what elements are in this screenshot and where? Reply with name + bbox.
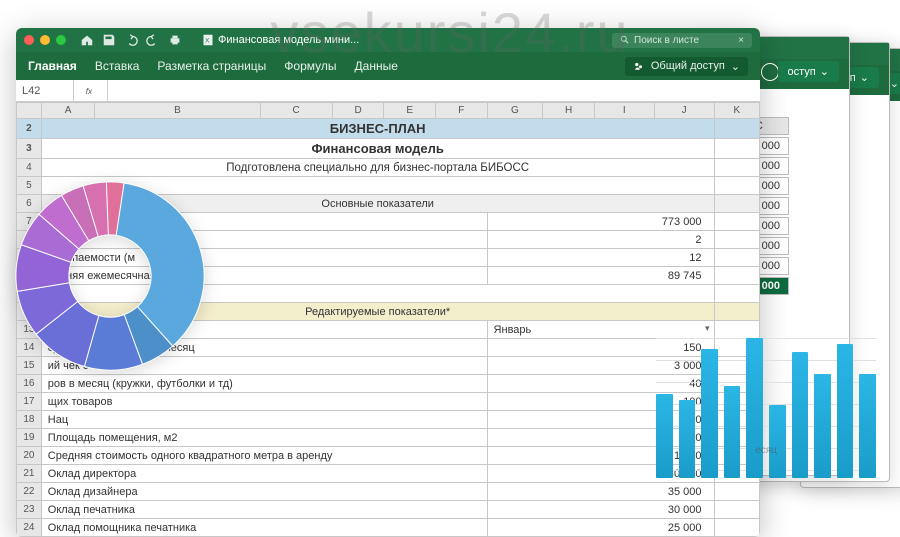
fx-icon[interactable]: fx [74, 80, 108, 101]
bar [859, 374, 876, 478]
document-title: X Финансовая модель мини... [202, 34, 359, 46]
bar [837, 344, 854, 478]
formula-bar: L42 fx [16, 80, 760, 102]
share-button[interactable]: Общий доступ ⌄ [625, 57, 748, 76]
search-input[interactable]: Поиск в листе × [612, 33, 752, 48]
sheet-subtitle: Финансовая модель [41, 139, 714, 159]
tab-data[interactable]: Данные [355, 59, 398, 73]
minimize-icon[interactable] [40, 35, 50, 45]
sheet-title: БИЗНЕС-ПЛАН [41, 119, 714, 139]
undo-icon[interactable] [124, 33, 138, 47]
tab-formulas[interactable]: Формулы [284, 59, 336, 73]
prepared-for: Подготовлена специально для бизнес-порта… [41, 159, 714, 177]
tab-pagelayout[interactable]: Разметка страницы [157, 59, 266, 73]
bar [792, 352, 809, 478]
redo-icon[interactable] [146, 33, 160, 47]
donut-chart [12, 178, 208, 374]
bar [724, 386, 741, 478]
window-controls[interactable] [24, 35, 66, 45]
formula-input[interactable] [108, 80, 760, 101]
bar [746, 338, 763, 478]
close-icon[interactable] [24, 35, 34, 45]
smiley-icon [761, 63, 779, 81]
save-icon[interactable] [102, 33, 116, 47]
bar-chart: есяц [656, 338, 876, 478]
month-dropdown[interactable]: Январь [487, 321, 714, 339]
svg-text:X: X [205, 37, 210, 44]
bar [814, 374, 831, 478]
bar [701, 349, 718, 478]
bar [769, 405, 786, 478]
print-icon[interactable] [168, 33, 182, 47]
titlebar: X Финансовая модель мини... Поиск в лист… [16, 28, 760, 52]
svg-text:fx: fx [85, 87, 92, 96]
tab-insert[interactable]: Вставка [95, 59, 140, 73]
ribbon-tabs: Главная Вставка Разметка страницы Формул… [16, 52, 760, 80]
maximize-icon[interactable] [56, 35, 66, 45]
bar [656, 394, 673, 478]
column-header-row[interactable]: ABCDEFGHIJK [17, 103, 760, 119]
name-box[interactable]: L42 [16, 80, 74, 101]
bar [679, 400, 696, 478]
home-icon[interactable] [80, 33, 94, 47]
tab-home[interactable]: Главная [28, 59, 77, 73]
share-button[interactable]: оступ [778, 61, 839, 82]
